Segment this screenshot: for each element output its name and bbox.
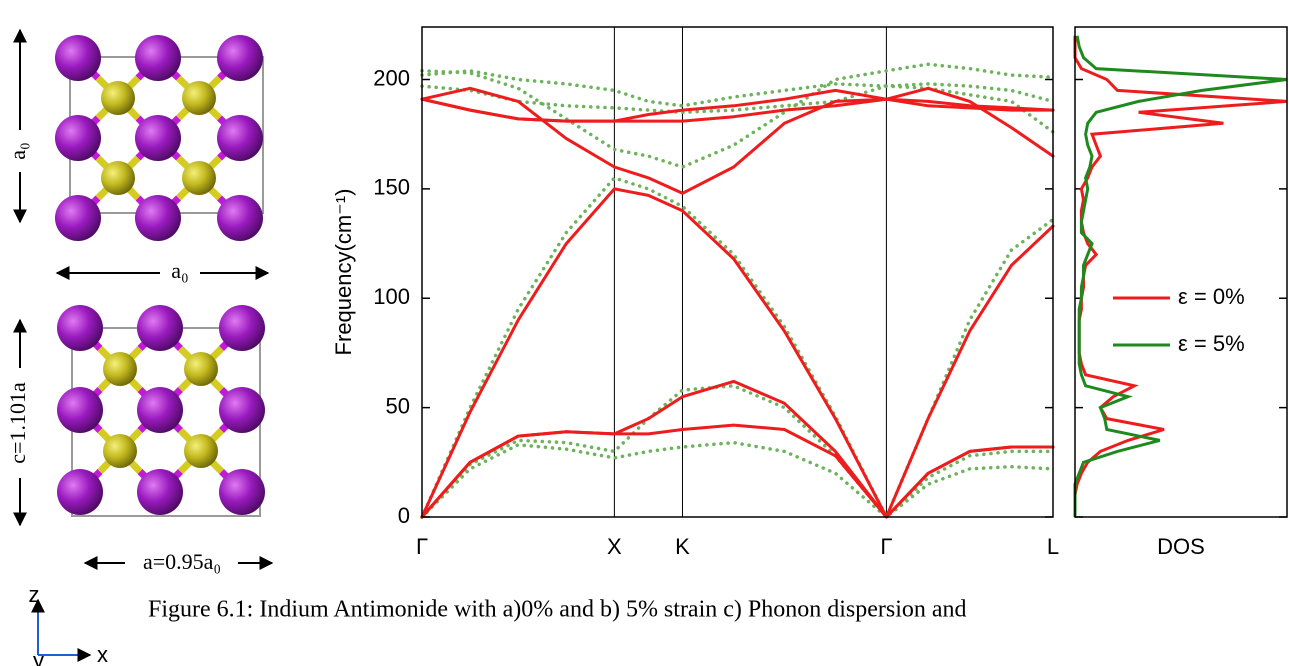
axis-icon-label: x — [97, 642, 108, 666]
x-axis-label: DOS — [1157, 534, 1205, 559]
x-tick-label: Γ — [880, 534, 892, 559]
y-axis-label: Frequency(cm⁻¹) — [331, 189, 356, 356]
dimension-label: a₀ — [171, 258, 188, 283]
atom-in — [135, 195, 181, 241]
x-tick-label: K — [675, 534, 690, 559]
atom-in — [57, 305, 103, 351]
atom-in — [219, 469, 265, 515]
atom-in — [137, 469, 183, 515]
atom-sb — [184, 434, 218, 468]
phonon-branch — [420, 84, 1055, 134]
atom-in — [55, 35, 101, 81]
atom-in — [135, 35, 181, 81]
atom-in — [137, 305, 183, 351]
plots: 0 50 100 150 200 Γ X K Γ L Frequency(cm⁻¹) DOS ε = 0… — [331, 26, 1288, 559]
atom-in — [55, 115, 101, 161]
x-tick-label: Γ — [416, 534, 428, 559]
legend-label: ε = 0% — [1178, 284, 1245, 309]
atom-sb — [101, 161, 135, 195]
phonon-branch — [420, 86, 1055, 158]
atom-sb — [184, 352, 218, 386]
atom-in — [57, 469, 103, 515]
dimension-label: c=1.101a — [5, 382, 30, 464]
plot-frame — [1074, 26, 1288, 518]
dos-line — [1073, 35, 1288, 517]
atom-in — [219, 387, 265, 433]
phonon-branch — [420, 62, 1055, 169]
atom-sb — [101, 81, 135, 115]
y-tick-label: 0 — [398, 503, 410, 528]
x-tick-label: X — [607, 534, 622, 559]
atom-sb — [182, 81, 216, 115]
y-tick-label: 150 — [373, 175, 410, 200]
x-tick-label: L — [1047, 534, 1059, 559]
atom-sb — [103, 434, 137, 468]
phonon-branch — [420, 423, 1055, 519]
atom-sb — [103, 352, 137, 386]
legend-label: ε = 5% — [1178, 331, 1245, 356]
phonon-branch — [420, 440, 1055, 519]
atom-in — [55, 195, 101, 241]
atom-in — [217, 195, 263, 241]
phonon-branch — [420, 379, 1055, 519]
phonon-branch — [420, 176, 1055, 519]
atom-in — [217, 35, 263, 81]
y-tick-label: 50 — [386, 393, 410, 418]
axis-icon-label: z — [29, 582, 40, 607]
y-tick-label: 100 — [373, 284, 410, 309]
atom-in — [137, 387, 183, 433]
atom-in — [135, 115, 181, 161]
phonon-branch — [420, 69, 1055, 108]
phonon-branch — [420, 86, 1055, 195]
dimension-label: a₀ — [5, 142, 30, 159]
crystal-structures — [55, 35, 265, 517]
axis-icon-label: y — [33, 648, 44, 666]
y-tick-label: 200 — [373, 65, 410, 90]
phonon-branch — [420, 187, 1055, 519]
plot-frame — [421, 26, 1054, 518]
dimension-label: a=0.95a₀ — [143, 549, 221, 574]
atom-in — [57, 387, 103, 433]
dos-line — [1073, 35, 1288, 517]
phonon-branch — [420, 384, 1055, 519]
atom-in — [219, 305, 265, 351]
atom-in — [217, 115, 263, 161]
atom-sb — [182, 161, 216, 195]
caption: Figure 6.1: Indium Antimonide with a)0% … — [148, 597, 967, 623]
